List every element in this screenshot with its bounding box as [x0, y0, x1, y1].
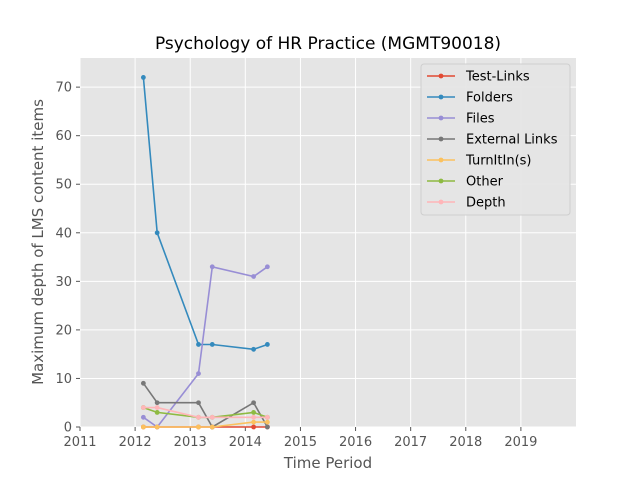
y-tick-label: 30: [55, 275, 72, 290]
data-point-files: [140, 414, 146, 420]
x-tick-label: 2012: [119, 435, 152, 450]
series-line-files: [142, 265, 268, 429]
data-point-external-links: [251, 400, 256, 406]
legend-marker-other: [438, 178, 444, 184]
data-point-external-links: [154, 400, 160, 406]
data-point-depth: [154, 405, 160, 410]
data-point-external-links: [196, 400, 201, 406]
legend-label-external-links: External Links: [466, 133, 558, 148]
series-line-external-links: [142, 382, 269, 429]
y-tick-label: 10: [55, 372, 72, 387]
data-point-turnitin-s: [264, 419, 270, 425]
y-axis-title: Maximum depth of LMS content items: [29, 99, 47, 385]
series-group: [140, 75, 270, 430]
data-point-folders: [251, 346, 256, 352]
y-tick-label: 60: [55, 129, 72, 144]
series-folders: [140, 75, 270, 352]
legend-marker-test-links: [438, 73, 444, 79]
data-point-folders: [140, 75, 146, 80]
x-tick-label: 2016: [339, 435, 372, 450]
legend-frame: [420, 63, 571, 216]
data-point-test-links: [251, 424, 256, 430]
data-point-external-links: [140, 380, 146, 386]
legend: Test-Links Folders Files External Links Turn…: [420, 63, 571, 216]
data-point-turnitin-s: [209, 424, 215, 430]
x-tick-label: 2013: [174, 435, 207, 450]
legend-label-test-links: Test-Links: [465, 70, 530, 85]
y-tick-label: 20: [55, 323, 72, 338]
legend-marker-turnitin-s: [438, 157, 444, 163]
series-depth: [140, 405, 270, 420]
x-axis: 2011 2012 2013 2014 2015 2016 2017 2018 2019: [63, 427, 537, 450]
x-tick-label: 2015: [284, 435, 317, 450]
data-point-depth: [251, 414, 256, 420]
y-tick-label: 40: [55, 226, 72, 241]
legend-marker-depth: [438, 199, 444, 205]
x-axis-title: Time Period: [283, 454, 372, 472]
data-point-turnitin-s: [251, 419, 256, 425]
data-point-files: [209, 264, 215, 270]
data-point-turnitin-s: [154, 424, 160, 430]
data-point-other: [251, 410, 256, 415]
x-tick-label: 2017: [394, 435, 427, 450]
data-point-files: [264, 264, 270, 270]
data-point-depth: [264, 414, 270, 420]
data-point-depth: [140, 405, 146, 410]
data-point-depth: [196, 414, 201, 420]
data-point-turnitin-s: [140, 424, 146, 430]
data-point-files: [196, 371, 201, 376]
series-line-folders: [142, 77, 268, 351]
y-tick-label: 0: [64, 421, 72, 436]
x-tick-label: 2011: [63, 435, 96, 450]
data-point-turnitin-s: [196, 424, 201, 430]
legend-marker-folders: [438, 94, 444, 100]
data-point-folders: [209, 342, 215, 347]
series-turnitin-s: [140, 419, 270, 430]
data-point-depth: [209, 414, 215, 420]
legend-label-folders: Folders: [466, 91, 513, 106]
data-point-other: [154, 410, 160, 415]
y-tick-label: 70: [55, 81, 72, 96]
x-tick-label: 2019: [504, 435, 537, 450]
y-tick-label: 50: [55, 178, 72, 193]
data-point-external-links: [264, 424, 270, 430]
legend-marker-external-links: [438, 136, 444, 142]
data-point-files: [251, 274, 256, 279]
legend-label-files: Files: [466, 112, 495, 127]
series-files: [140, 264, 270, 430]
data-point-folders: [196, 342, 201, 347]
x-tick-label: 2018: [449, 435, 482, 450]
chart-title: Psychology of HR Practice (MGMT90018): [155, 34, 501, 54]
legend-label-depth: Depth: [466, 196, 506, 211]
data-point-folders: [154, 230, 160, 236]
x-tick-label: 2014: [229, 435, 262, 450]
legend-label-turnitin-s: TurnItIn(s): [465, 154, 531, 169]
legend-marker-files: [438, 115, 444, 121]
data-point-folders: [264, 342, 270, 347]
legend-label-other: Other: [466, 175, 504, 190]
y-axis: 0 10 20 30 40 50 60 70: [55, 81, 80, 436]
